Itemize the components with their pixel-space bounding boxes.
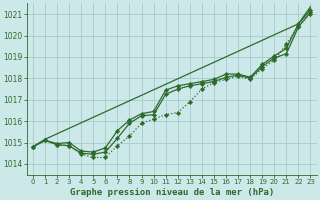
X-axis label: Graphe pression niveau de la mer (hPa): Graphe pression niveau de la mer (hPa): [69, 188, 274, 197]
